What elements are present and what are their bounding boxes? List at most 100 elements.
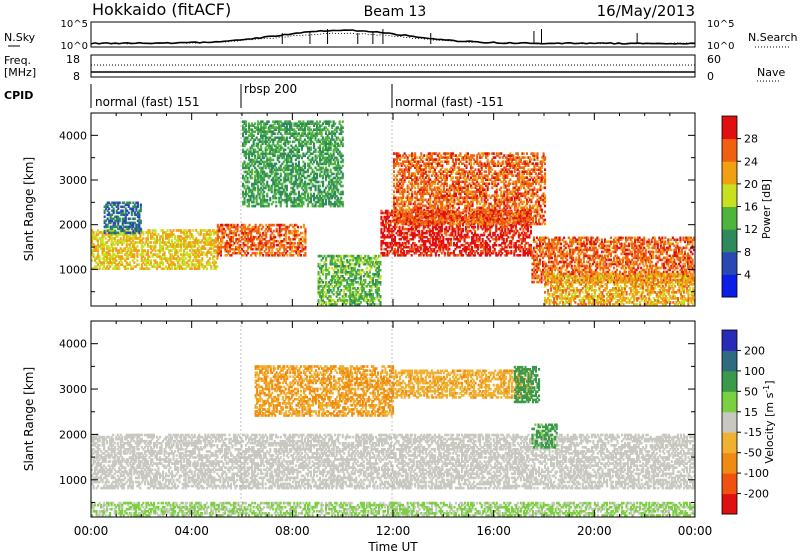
power-echo-cell (309, 180, 312, 184)
power-echo-cell (107, 249, 110, 252)
power-echo-cell (303, 162, 306, 166)
power-echo-cell (265, 223, 268, 227)
power-echo-cell (434, 245, 437, 249)
power-echo-cell (293, 235, 296, 239)
power-echo-cell (123, 201, 126, 205)
power-echo-cell (139, 209, 142, 213)
power-echo-cell (440, 239, 443, 243)
power-echo-cell (322, 190, 325, 194)
power-echo-cell (216, 225, 219, 229)
power-echo-cell (181, 257, 184, 260)
power-echo-cell (281, 138, 284, 142)
power-echo-cell (103, 247, 106, 250)
power-echo-cell (322, 154, 325, 158)
power-echo-cell (334, 285, 337, 288)
power-echo-cell (91, 235, 94, 238)
power-echo-cell (250, 235, 253, 239)
power-echo-cell (119, 251, 122, 254)
power-echo-cell (440, 233, 443, 237)
power-echo-cell (121, 223, 124, 227)
power-echo-cell (303, 130, 306, 133)
power-echo-cell (337, 293, 340, 296)
power-echo-cell (112, 249, 115, 252)
power-echo-cell (507, 249, 510, 253)
power-echo-cell (335, 254, 338, 258)
power-echo-cell (299, 237, 302, 241)
power-echo-cell (502, 237, 505, 241)
power-echo-cell (253, 235, 256, 239)
power-echo-cell (334, 200, 337, 204)
power-echo-cell (169, 261, 172, 264)
power-echo-cell (137, 241, 140, 244)
power-echo-cell (123, 205, 126, 209)
power-echo-cell (113, 253, 116, 256)
power-echo-cell (112, 211, 115, 215)
power-echo-cell (276, 168, 279, 172)
power-echo-cell (492, 231, 495, 235)
power-echo-cell (121, 261, 124, 264)
power-echo-cell (266, 174, 269, 178)
power-echo-cell (434, 251, 437, 255)
power-echo-cell (383, 254, 386, 257)
power-echo-cell (508, 229, 511, 233)
power-echo-cell (431, 249, 434, 253)
power-echo-cell (113, 233, 116, 236)
power-echo-cell (306, 204, 309, 208)
power-echo-cell (295, 233, 298, 237)
power-echo-cell (306, 164, 309, 168)
power-echo-cell (296, 247, 299, 251)
power-echo-cell (177, 239, 180, 242)
power-echo-cell (168, 251, 171, 254)
power-echo-cell (272, 235, 275, 239)
power-echo-cell (263, 237, 266, 241)
power-echo-cell (373, 256, 376, 260)
power-echo-cell (389, 235, 392, 239)
power-echo-cell (119, 257, 122, 260)
power-echo-cell (106, 253, 109, 256)
power-echo-cell (280, 233, 283, 237)
power-echo-cell (418, 235, 421, 239)
power-echo-cell (272, 233, 275, 237)
power-echo-cell (328, 196, 331, 200)
power-echo-cell (309, 166, 312, 170)
power-echo-cell (332, 194, 335, 198)
power-echo-cell (133, 261, 136, 264)
power-echo-cell (323, 254, 326, 258)
power-echo-cell (320, 192, 323, 196)
power-echo-cell (352, 283, 355, 286)
power-echo-cell (114, 201, 117, 205)
power-echo-cell (101, 267, 104, 270)
power-echo-cell (279, 194, 282, 198)
power-echo-cell (465, 235, 468, 239)
power-echo-cell (91, 259, 94, 262)
power-echo-cell (255, 194, 258, 198)
power-echo-cell (268, 249, 271, 253)
power-echo-cell (499, 231, 502, 235)
power-echo-cell (130, 223, 133, 227)
power-echo-cell (422, 254, 425, 257)
power-echo-cell (335, 172, 338, 176)
power-echo-cell (462, 227, 465, 231)
power-echo-cell (489, 229, 492, 233)
power-echo-cell (433, 225, 436, 229)
power-echo-cell (446, 241, 449, 245)
power-echo-cell (136, 231, 139, 234)
power-echo-cell (103, 211, 106, 215)
power-echo-cell (253, 241, 256, 245)
power-echo-cell (249, 138, 252, 142)
power-echo-cell (252, 204, 255, 208)
power-echo-cell (303, 192, 306, 196)
power-echo-cell (430, 249, 433, 253)
power-echo-cell (319, 281, 322, 284)
power-echo-cell (113, 261, 116, 264)
power-echo-cell (320, 204, 323, 208)
power-echo-cell (346, 260, 349, 264)
power-echo-cell (319, 130, 322, 133)
power-echo-cell (244, 223, 247, 227)
power-echo-cell (285, 172, 288, 176)
power-echo-cell (480, 254, 483, 257)
power-echo-cell (269, 168, 272, 172)
power-echo-cell (131, 237, 134, 240)
power-echo-cell (196, 253, 199, 256)
power-echo-cell (238, 243, 241, 247)
